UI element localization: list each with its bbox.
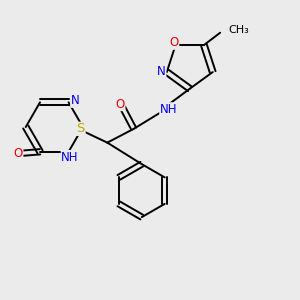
Text: CH₃: CH₃ xyxy=(228,26,249,35)
Text: N: N xyxy=(71,94,80,107)
Text: S: S xyxy=(76,122,85,135)
Text: O: O xyxy=(14,147,23,160)
Text: O: O xyxy=(116,98,125,111)
Text: NH: NH xyxy=(61,151,79,164)
Text: NH: NH xyxy=(160,103,177,116)
Text: O: O xyxy=(169,36,179,49)
Text: N: N xyxy=(157,65,166,78)
